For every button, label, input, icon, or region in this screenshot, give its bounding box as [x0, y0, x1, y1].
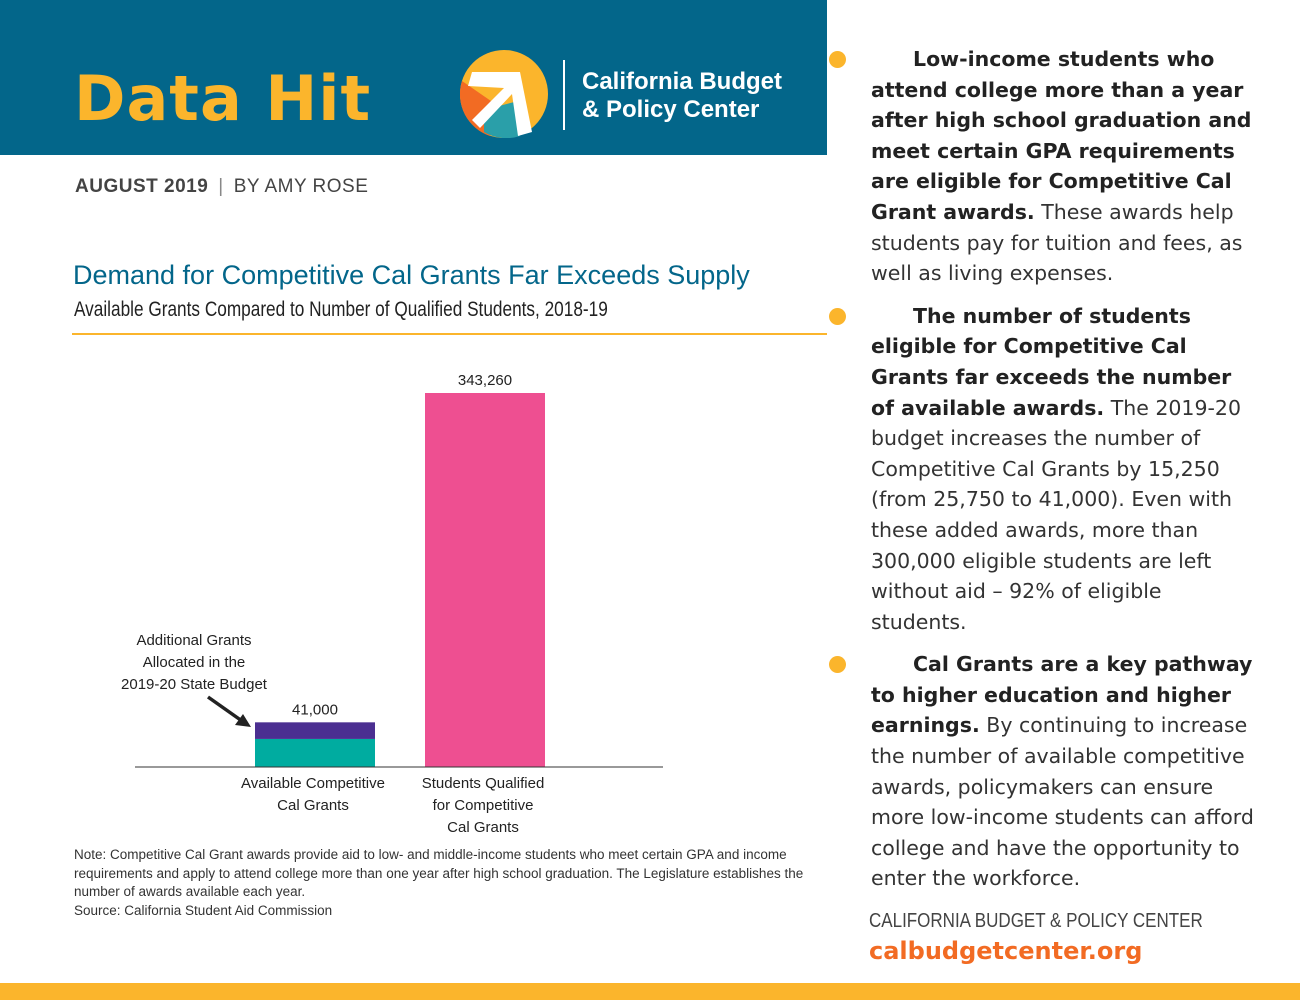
footer-org: CALIFORNIA BUDGET & POLICY CENTER [869, 910, 1203, 932]
bullet-text: The 2019-20 budget increases the number … [871, 395, 1242, 634]
bullet-item: Low-income students who attend college m… [829, 44, 1256, 289]
bullet-dot-icon [829, 307, 846, 325]
bullet-dot-icon [829, 656, 846, 674]
bar-segment [255, 738, 375, 767]
byline: AUGUST 2019 | BY AMY ROSE [75, 176, 369, 197]
data-label: 41,000 [292, 701, 338, 718]
bullet-bold: Cal Grants are a key pathway to higher e… [871, 652, 1253, 738]
category-label: Cal Grants [447, 819, 519, 836]
chart-note: Note: Competitive Cal Grant awards provi… [74, 846, 824, 920]
annotation-text: Allocated in the [143, 654, 246, 671]
logo-divider [563, 60, 565, 130]
chart-subtitle: Available Grants Compared to Number of Q… [74, 298, 608, 321]
bullet-list: Low-income students who attend college m… [829, 44, 1256, 906]
logo-icon [460, 50, 548, 138]
source-text: Source: California Student Aid Commissio… [74, 902, 333, 918]
bullet-item: The number of students eligible for Comp… [829, 301, 1256, 638]
bar-chart: 41,000 Available Competitive Cal Grants 343… [121, 372, 663, 836]
bullet-text: These awards help students pay for tuiti… [871, 199, 1243, 286]
annotation-text: Additional Grants [136, 632, 251, 649]
org-line-1: California Budget [582, 68, 783, 95]
bar-segment [425, 393, 545, 767]
org-line-2: & Policy Center [582, 96, 760, 123]
date: AUGUST 2019 [75, 176, 209, 197]
category-label: Students Qualified [422, 775, 545, 792]
arrowhead-icon [235, 714, 251, 727]
note-text: Note: Competitive Cal Grant awards provi… [74, 847, 804, 899]
category-label: for Competitive [433, 797, 534, 814]
data-label: 343,260 [458, 372, 512, 389]
author: BY AMY ROSE [233, 176, 369, 197]
category-label: Cal Grants [277, 797, 349, 814]
bullet-bold: Low-income students who attend college m… [871, 47, 1252, 224]
bullet-dot-icon [829, 51, 846, 68]
bullet-bold: The number of students eligible for Comp… [871, 303, 1232, 420]
page-title: Data Hit [74, 62, 372, 135]
bullet-text: By continuing to increase the number of … [871, 713, 1254, 891]
footer-link[interactable]: calbudgetcenter.org [869, 937, 1143, 965]
bullet-item: Cal Grants are a key pathway to higher e… [829, 649, 1256, 894]
annotation-text: 2019-20 State Budget [121, 676, 268, 693]
bottom-bar [0, 983, 1300, 1000]
chart-title: Demand for Competitive Cal Grants Far Ex… [73, 260, 750, 290]
divider [72, 333, 827, 335]
org-name: California Budget & Policy Center [582, 68, 782, 124]
header-band: Data Hit California Budget & Policy Cente… [0, 0, 827, 155]
bar-segment [255, 722, 375, 739]
annotation-arrow [206, 695, 244, 723]
category-label: Available Competitive [241, 775, 385, 792]
